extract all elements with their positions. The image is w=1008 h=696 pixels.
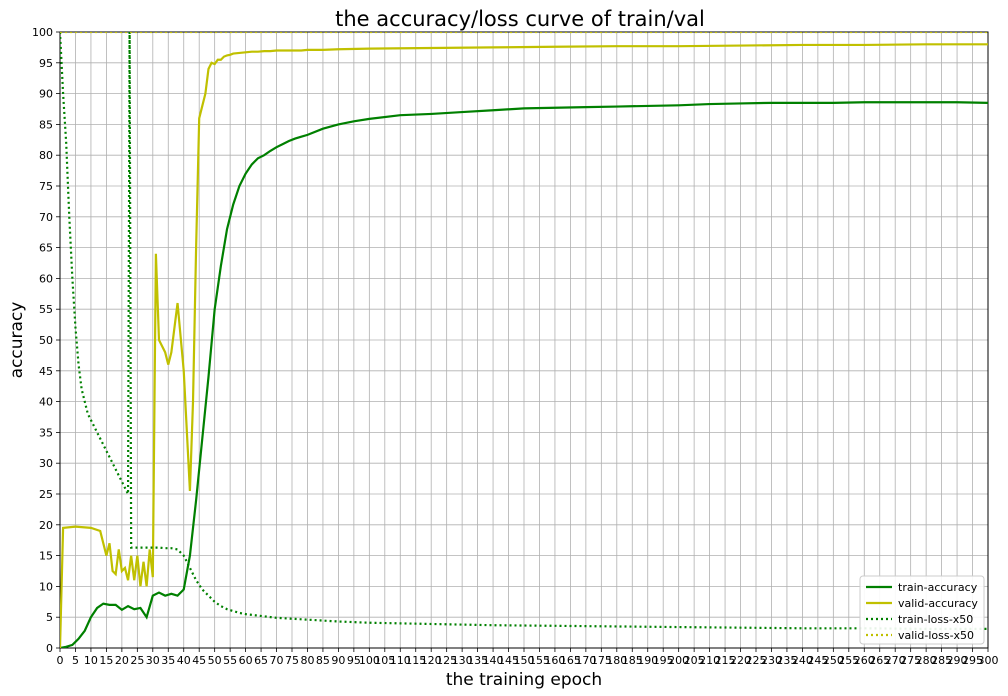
x-tick-label: 100 — [359, 654, 380, 667]
y-tick-label: 5 — [46, 611, 53, 624]
y-tick-label: 70 — [39, 211, 53, 224]
legend-box — [859, 575, 985, 645]
y-tick-label: 25 — [39, 488, 53, 501]
y-tick-label: 40 — [39, 396, 53, 409]
y-tick-label: 50 — [39, 334, 53, 347]
y-tick-label: 90 — [39, 88, 53, 101]
y-tick-label: 100 — [32, 26, 53, 39]
x-tick-label: 290 — [947, 654, 968, 667]
x-tick-label: 80 — [300, 654, 314, 667]
legend-entry: valid-loss-x50 — [898, 629, 974, 642]
x-tick-label: 55 — [223, 654, 237, 667]
legend-entry: train-accuracy — [898, 581, 978, 594]
x-tick-label: 260 — [854, 654, 875, 667]
x-tick-label: 280 — [916, 654, 937, 667]
y-tick-label: 65 — [39, 242, 53, 255]
x-tick-label: 140 — [483, 654, 504, 667]
x-tick-label: 110 — [390, 654, 411, 667]
x-tick-label: 175 — [591, 654, 612, 667]
x-tick-label: 240 — [792, 654, 813, 667]
x-tick-label: 300 — [978, 654, 999, 667]
x-tick-label: 60 — [239, 654, 253, 667]
x-tick-label: 235 — [776, 654, 797, 667]
x-tick-label: 275 — [900, 654, 921, 667]
x-tick-label: 285 — [931, 654, 952, 667]
x-tick-label: 195 — [653, 654, 674, 667]
x-tick-label: 90 — [331, 654, 345, 667]
y-tick-labels: 0 5 10 15 20 25 30 35 40 45 50 55 60 65 70 75 80 85 90 95 10… — [32, 26, 60, 655]
series-line-train-loss-x50 — [60, 32, 988, 631]
legend: train-accuracy valid-accuracy train-loss-x… — [859, 575, 985, 645]
y-tick-label: 45 — [39, 365, 53, 378]
x-tick-label: 5 — [72, 654, 79, 667]
x-tick-label: 230 — [761, 654, 782, 667]
x-tick-label: 295 — [962, 654, 983, 667]
y-tick-label: 20 — [39, 519, 53, 532]
x-tick-label: 150 — [514, 654, 535, 667]
y-tick-label: 95 — [39, 57, 53, 70]
series-line-valid-accuracy — [60, 43, 988, 648]
y-tick-label: 55 — [39, 303, 53, 316]
x-tick-label: 115 — [405, 654, 426, 667]
x-tick-label: 190 — [637, 654, 658, 667]
x-tick-label: 25 — [130, 654, 144, 667]
x-tick-label: 255 — [838, 654, 859, 667]
x-tick-label: 85 — [316, 654, 330, 667]
x-tick-label: 45 — [192, 654, 206, 667]
legend-entry: valid-accuracy — [898, 597, 978, 610]
x-tick-label: 20 — [115, 654, 129, 667]
x-tick-label: 0 — [57, 654, 64, 667]
x-tick-label: 75 — [285, 654, 299, 667]
x-tick-label: 15 — [99, 654, 113, 667]
x-tick-label: 160 — [544, 654, 565, 667]
x-tick-label: 215 — [715, 654, 736, 667]
y-tick-label: 15 — [39, 550, 53, 563]
y-tick-label: 60 — [39, 272, 53, 285]
x-tick-label: 50 — [208, 654, 222, 667]
x-tick-label: 145 — [498, 654, 519, 667]
x-tick-label: 120 — [421, 654, 442, 667]
y-tick-label: 30 — [39, 457, 53, 470]
x-tick-label: 210 — [699, 654, 720, 667]
x-tick-label: 70 — [270, 654, 284, 667]
x-tick-label: 130 — [452, 654, 473, 667]
y-tick-label: 0 — [46, 642, 53, 655]
legend-entry: train-loss-x50 — [898, 613, 973, 626]
x-tick-label: 65 — [254, 654, 268, 667]
x-tick-label: 125 — [436, 654, 457, 667]
x-tick-label: 165 — [560, 654, 581, 667]
x-tick-label: 35 — [161, 654, 175, 667]
x-tick-label: 135 — [467, 654, 488, 667]
y-tick-label: 10 — [39, 580, 53, 593]
x-tick-label: 225 — [746, 654, 767, 667]
y-axis-label: accuracy — [7, 302, 27, 379]
x-tick-label: 270 — [885, 654, 906, 667]
chart-title: the accuracy/loss curve of train/val — [335, 7, 705, 31]
x-tick-label: 95 — [347, 654, 361, 667]
y-tick-label: 85 — [39, 118, 53, 131]
series-layer — [60, 32, 988, 648]
x-tick-label: 170 — [575, 654, 596, 667]
x-tick-label: 40 — [177, 654, 191, 667]
x-tick-label: 200 — [668, 654, 689, 667]
x-tick-label: 265 — [869, 654, 890, 667]
x-tick-labels: 0 5 10 15 20 25 30 35 40 45 50 55 60 65 70 75 80 85 90 9510… — [57, 648, 999, 667]
x-tick-label: 30 — [146, 654, 160, 667]
x-tick-label: 180 — [606, 654, 627, 667]
x-tick-label: 105 — [374, 654, 395, 667]
series-line-train-accuracy — [60, 101, 988, 648]
x-tick-label: 10 — [84, 654, 98, 667]
y-tick-label: 80 — [39, 149, 53, 162]
y-tick-label: 35 — [39, 426, 53, 439]
x-tick-label: 185 — [622, 654, 643, 667]
x-tick-label: 155 — [529, 654, 550, 667]
x-axis-label: the training epoch — [446, 670, 602, 690]
x-tick-label: 220 — [730, 654, 751, 667]
x-tick-label: 245 — [807, 654, 828, 667]
y-tick-label: 75 — [39, 180, 53, 193]
x-tick-label: 250 — [823, 654, 844, 667]
x-tick-label: 205 — [684, 654, 705, 667]
